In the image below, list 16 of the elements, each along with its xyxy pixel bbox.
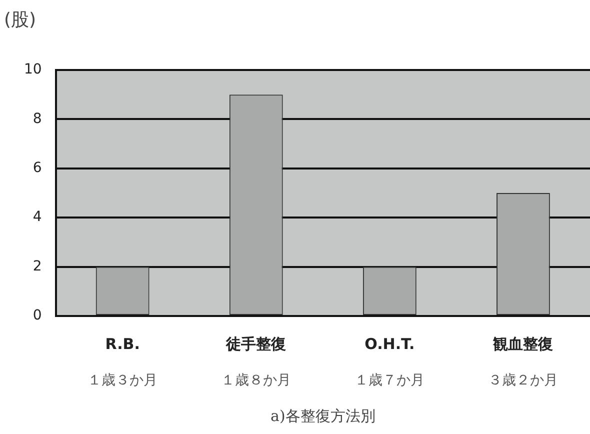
- x-tick-label: 徒手整復: [225, 334, 286, 353]
- x-tick-label: O.H.T.: [364, 334, 415, 353]
- x-tick-label: R.B.: [105, 334, 140, 353]
- y-tick-label: 0: [32, 308, 42, 324]
- x-axis-title: a)各整復方法別: [270, 406, 376, 425]
- y-tick-label: 6: [32, 160, 42, 176]
- text: ３歳２か月: [488, 372, 558, 389]
- y-tick-label: 4: [32, 209, 42, 226]
- y-tick-label: 10: [24, 62, 42, 78]
- text: １歳８か月: [221, 372, 292, 389]
- text: １歳７か月: [354, 372, 425, 389]
- y-tick-label: 2: [32, 258, 42, 274]
- x-tick-label: 観血整復: [492, 334, 554, 353]
- y-axis-title: (股): [4, 10, 36, 31]
- y-tick-label: 8: [32, 110, 42, 127]
- text: １歳３か月: [88, 372, 158, 389]
